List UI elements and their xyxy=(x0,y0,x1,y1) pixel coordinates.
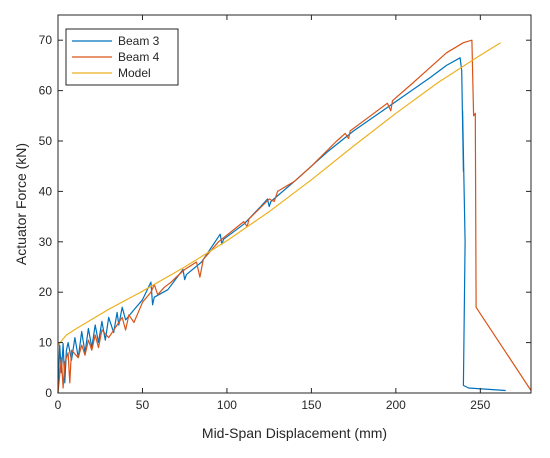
x-tick-label: 150 xyxy=(301,398,321,412)
y-tick-label: 60 xyxy=(39,84,53,98)
y-tick-label: 40 xyxy=(39,184,53,198)
series-layer xyxy=(57,39,532,394)
series-line-beam-4 xyxy=(57,39,532,394)
series-line-beam-3 xyxy=(57,57,506,394)
y-axis-title: Actuator Force (kN) xyxy=(13,143,29,265)
x-tick-label: 250 xyxy=(470,398,490,412)
y-tick-label: 70 xyxy=(39,33,53,47)
x-tick-label: 200 xyxy=(386,398,406,412)
series-line-model xyxy=(57,42,501,346)
x-tick-label: 50 xyxy=(136,398,150,412)
x-tick-label: 100 xyxy=(217,398,237,412)
x-tick-label: 0 xyxy=(55,398,62,412)
legend-label-model: Model xyxy=(118,66,151,80)
axes-layer: 0 50 100 150 200 250 0 10 20 30 40 50 60 70 xyxy=(39,14,532,412)
y-tick-label: 20 xyxy=(39,285,53,299)
y-tick-label: 0 xyxy=(45,386,52,400)
y-tick-label: 50 xyxy=(39,134,53,148)
legend-label-beam-4: Beam 4 xyxy=(118,50,160,64)
axes-box xyxy=(57,14,532,394)
legend: Beam 3 Beam 4 Model xyxy=(65,28,179,86)
y-tick-label: 30 xyxy=(39,235,53,249)
x-axis-title: Mid-Span Displacement (mm) xyxy=(202,425,387,441)
legend-label-beam-3: Beam 3 xyxy=(118,34,160,48)
y-tick-label: 10 xyxy=(39,336,53,350)
